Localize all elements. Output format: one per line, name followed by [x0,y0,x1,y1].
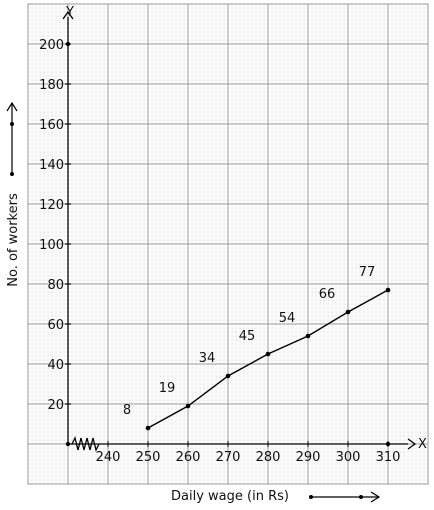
x-tick-labels: 240 250 260 270 280 290 300 310 [96,441,401,465]
data-label: 45 [239,329,256,344]
y-tick-labels: 20 40 60 80 100 120 140 160 180 200 [39,38,71,413]
x-axis-end-dot [385,441,391,447]
y-axis-arrow [62,10,74,20]
x-tick-label: 260 [176,450,201,465]
x-tick-label: 270 [216,450,241,465]
y-axis-letter: Y [65,5,74,20]
data-point [345,309,351,315]
data-point [225,373,231,379]
axis-break-zigzag [71,436,100,452]
data-point [265,351,271,357]
data-label: 19 [159,381,176,396]
y-tick-label: 20 [47,398,64,413]
origin-dot [65,441,71,447]
y-tick-label: 40 [47,358,64,373]
graph-paper-grid [27,3,429,485]
y-tick-label: 160 [39,118,64,133]
x-axis-arrow [407,438,417,450]
data-point [385,287,391,293]
y-tick-label: 60 [47,318,64,333]
x-tick-label: 300 [336,450,361,465]
x-axis-title: Daily wage (in Rs) [171,489,289,504]
data-label: 8 [123,403,131,418]
data-labels: 8 19 34 45 54 66 77 [123,265,375,418]
data-point [185,403,191,409]
x-direction-arrow [309,491,381,503]
y-tick-label: 200 [39,38,64,53]
data-label: 34 [199,351,216,366]
x-tick-label: 280 [256,450,281,465]
y-tick-label: 180 [39,78,64,93]
data-label: 66 [319,287,336,302]
x-tick-label: 250 [136,450,161,465]
x-tick-label: 310 [376,450,401,465]
y-axis-title: No. of workers [6,193,21,287]
data-label: 54 [279,311,296,326]
x-axis-letter: X [418,437,427,452]
y-tick-label: 80 [47,278,64,293]
y-tick-label: 120 [39,198,64,213]
y-tick-label: 100 [39,238,64,253]
series [145,287,391,447]
y-direction-arrow [6,101,18,176]
x-tick-label: 290 [296,450,321,465]
data-point [305,333,311,339]
data-label: 77 [359,265,376,280]
axes: Y X [62,5,427,452]
y-tick-label: 140 [39,158,64,173]
x-tick-label: 240 [96,450,121,465]
data-point [145,425,151,431]
